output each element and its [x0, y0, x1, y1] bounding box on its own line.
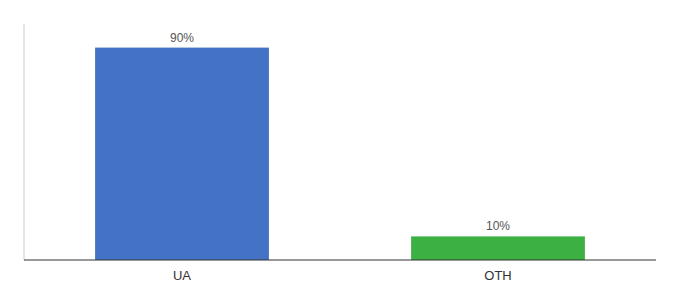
bar [95, 48, 269, 260]
x-tick-label: OTH [484, 268, 511, 283]
chart-svg: 90% 10% UA OTH [0, 0, 680, 300]
plot-area: 90% 10% UA OTH [24, 24, 656, 283]
x-tick-labels: UA OTH [173, 268, 512, 283]
bar [411, 236, 585, 260]
data-label: 10% [486, 219, 510, 233]
chart-container: 90% 10% UA OTH [0, 0, 680, 300]
data-label: 90% [170, 31, 194, 45]
data-labels: 90% 10% [170, 31, 510, 234]
x-tick-label: UA [173, 268, 191, 283]
bars [95, 48, 585, 260]
y-axis-line [24, 24, 25, 260]
x-axis-line [24, 260, 656, 261]
